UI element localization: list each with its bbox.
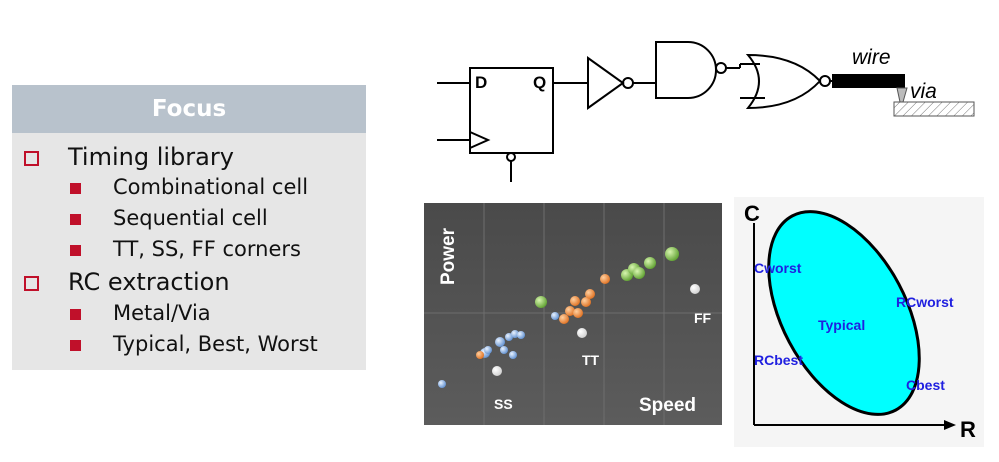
ff-point (644, 257, 656, 269)
c-axis-label: C (744, 201, 760, 226)
ss-point (495, 337, 505, 347)
corner-scatter-plot: Power Speed SS TT FF (424, 203, 722, 425)
circuit-diagram: D Q wire via (437, 41, 975, 182)
ff-label: FF (694, 310, 712, 326)
ff-point (633, 267, 645, 279)
focus-item-timing-library: Timing library (68, 143, 234, 171)
focus-subitem: Metal/Via (113, 301, 211, 325)
tt-point (573, 308, 583, 318)
arrow-right-icon (944, 420, 956, 430)
square-bullet-icon (70, 245, 81, 256)
tt-point (570, 296, 580, 306)
rc-ellipse (767, 210, 921, 416)
rcbest-label: RCbest (754, 352, 803, 368)
inverter-icon (587, 56, 625, 110)
via-label: via (910, 80, 937, 103)
tt-corner-point (577, 328, 587, 338)
square-bullet-icon (70, 309, 81, 320)
rc-corner-plot: C R Cworst RCworst Typical RCbest Cbest (734, 197, 984, 447)
cworst-label: Cworst (754, 260, 802, 276)
tt-point (585, 289, 595, 299)
cbest-label: Cbest (906, 377, 945, 393)
square-bullet-icon (70, 183, 81, 194)
tt-point (476, 351, 484, 359)
typical-label: Typical (818, 317, 865, 333)
ss-label: SS (494, 396, 513, 412)
focus-subitem: Typical, Best, Worst (113, 332, 318, 356)
r-axis-label: R (960, 417, 976, 442)
hollow-square-bullet-icon (24, 276, 39, 291)
power-axis-label: Power (438, 227, 459, 285)
speed-axis-label: Speed (639, 395, 696, 416)
ss-point (500, 346, 508, 354)
ss-point (511, 330, 519, 338)
tt-point (600, 274, 610, 284)
hollow-square-bullet-icon (24, 151, 39, 166)
tt-point (581, 297, 591, 307)
nor-gate-icon (745, 53, 822, 110)
ss-point (505, 333, 513, 341)
nor-bubble (819, 75, 831, 87)
ss-point (551, 312, 559, 320)
ss-point (438, 380, 446, 388)
metal-layer (893, 101, 975, 117)
tt-label: TT (582, 352, 600, 368)
tt-point (565, 306, 575, 316)
ss-point (509, 351, 517, 359)
nand-bubble (715, 62, 727, 74)
nand-gate-icon (655, 41, 717, 99)
clock-triangle-icon (469, 131, 491, 149)
d-pin-label: D (475, 73, 487, 92)
rcworst-label: RCworst (896, 294, 954, 310)
ss-corner-point (492, 366, 502, 376)
focus-subitem: Sequential cell (113, 206, 268, 230)
focus-subitem: Combinational cell (113, 175, 309, 199)
ss-point (517, 331, 525, 339)
ff-corner-point (690, 284, 700, 294)
focus-subitem: TT, SS, FF corners (113, 237, 301, 261)
wire-label: wire (852, 46, 891, 69)
reset-bubble (506, 152, 516, 162)
ff-point (665, 247, 679, 261)
ss-point (484, 346, 492, 354)
square-bullet-icon (70, 340, 81, 351)
wire-segment (832, 74, 905, 88)
focus-item-rc-extraction: RC extraction (68, 268, 230, 296)
tt-point (559, 314, 569, 324)
focus-header: Focus (12, 85, 366, 133)
square-bullet-icon (70, 214, 81, 225)
ff-point (535, 296, 547, 308)
q-pin-label: Q (533, 73, 546, 92)
via-icon (896, 87, 908, 103)
